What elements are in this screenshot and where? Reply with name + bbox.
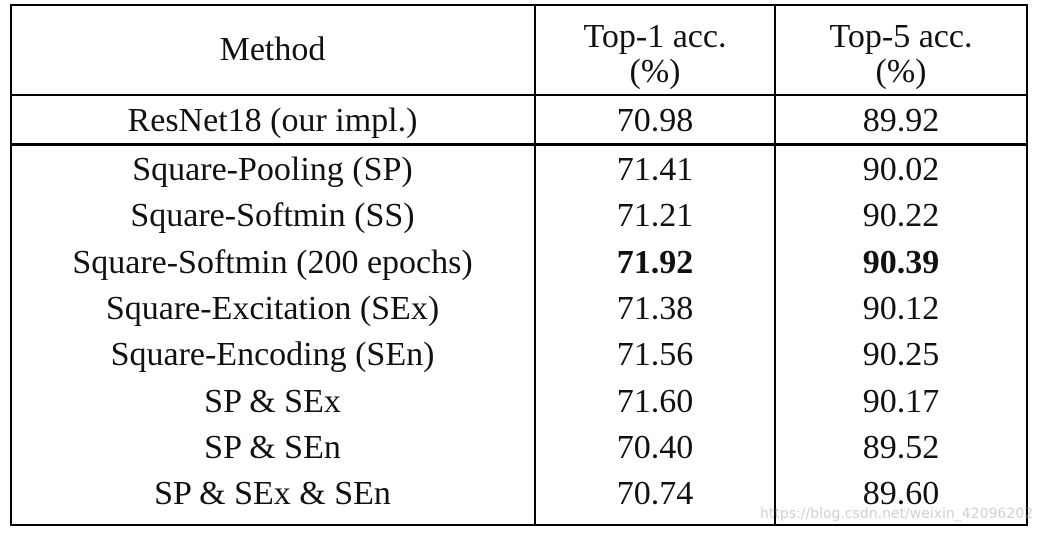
table-cell: 90.39 [862,243,940,281]
table-cell: SP & SEx [204,382,341,420]
table-cell: SP & SEx & SEn [154,475,391,513]
border [10,524,1028,526]
row-divider [10,94,1028,96]
header-cell: (%) [875,53,927,90]
baseline-cell: 70.98 [616,102,694,139]
border [1026,4,1028,526]
table-cell: 90.02 [862,151,940,188]
table-cell: 70.74 [616,475,694,513]
baseline-cell: 89.92 [862,102,940,139]
table-cell: 89.60 [862,475,940,513]
header-cell: (%) [629,53,681,90]
table-cell: 71.21 [616,197,694,235]
table-cell: Square-Softmin (SS) [130,197,415,235]
table-cell: Square-Excitation (SEx) [105,289,440,327]
table-cell: Square-Softmin (200 epochs) [72,243,473,281]
table-cell: 90.22 [862,197,940,235]
watermark: https://blog.csdn.net/weixin_42096202 [760,506,1034,522]
header-cell: Method [219,31,326,68]
table-cell: Square-Encoding (SEn) [110,336,435,374]
table-cell: 70.40 [616,428,694,466]
border [10,4,1028,6]
border [10,4,12,526]
table-cell: 71.38 [616,289,694,327]
row-divider [10,143,1028,146]
table-cell: 90.25 [862,336,940,374]
table-cell: SP & SEn [204,428,341,466]
table-cell: 71.92 [616,243,694,281]
table-cell: Square-Pooling (SP) [132,151,413,188]
header-cell: Top-5 acc. [829,18,973,55]
table-cell: 90.12 [862,289,940,327]
table-cell: 89.52 [862,428,940,466]
table-cell: 71.41 [616,151,694,188]
table-cell: 71.56 [616,336,694,374]
table-cell: 90.17 [862,382,940,420]
header-cell: Top-1 acc. [583,18,727,55]
column-divider [534,4,536,526]
table-cell: 71.60 [616,382,694,420]
column-divider [774,4,776,526]
baseline-cell: ResNet18 (our impl.) [127,102,418,139]
